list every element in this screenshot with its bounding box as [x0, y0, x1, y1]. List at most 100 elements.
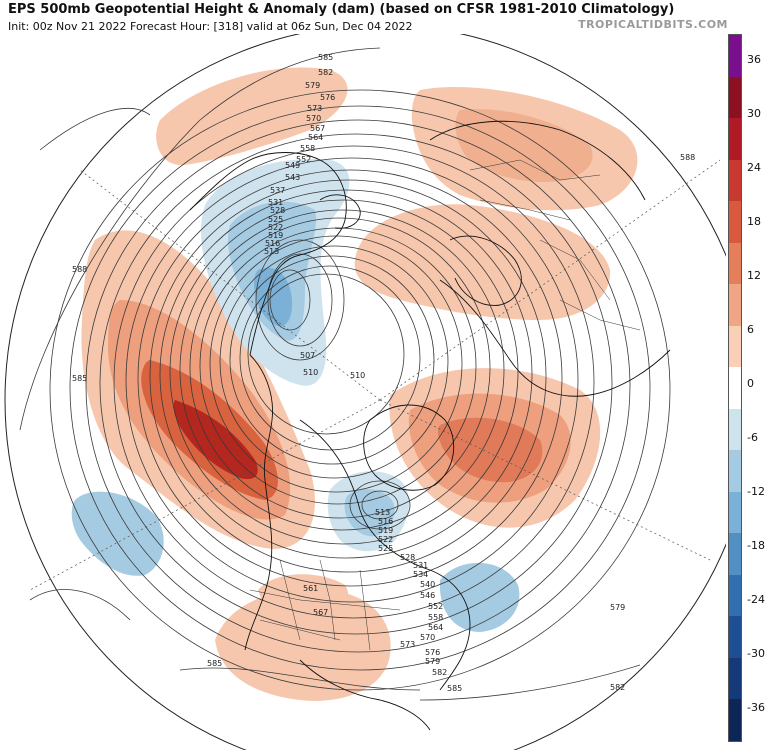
contour-label: 579	[610, 603, 625, 612]
coastline-europe	[439, 279, 671, 397]
coastline-asia	[189, 152, 347, 356]
contour-label: 552	[296, 155, 311, 164]
map-subtitle: Init: 00z Nov 21 2022 Forecast Hour: [31…	[8, 20, 413, 33]
colorbar-label: -36	[747, 701, 765, 714]
coastline-greenland	[363, 404, 455, 491]
contour-label: 564	[308, 133, 323, 142]
colorbar-segment	[729, 35, 741, 78]
colorbar-label: -12	[747, 485, 765, 498]
contour-label: 519	[268, 231, 283, 240]
contour-label: 510	[350, 371, 365, 380]
coastline-north-america	[299, 419, 471, 691]
positive-anomaly-eurasia	[354, 204, 611, 320]
contour-label: 582	[432, 668, 447, 677]
contour-label: 588	[680, 153, 695, 162]
contour-label: 576	[425, 648, 440, 657]
negative-anomaly-pacific	[71, 491, 164, 576]
colorbar-label: -24	[747, 593, 765, 606]
latitude-grid	[29, 159, 721, 591]
contour-label: 579	[425, 657, 440, 666]
map-title: EPS 500mb Geopotential Height & Anomaly …	[8, 2, 675, 17]
contour-label: 552	[428, 602, 443, 611]
contour-label: 585	[72, 374, 87, 383]
colorbar-label: 24	[747, 161, 761, 174]
polar-map: 5855825795765735705675645585525495435375…	[4, 34, 726, 750]
contour-label: 516	[378, 517, 393, 526]
colorbar-label: 30	[747, 107, 761, 120]
coastline-alaska	[244, 354, 273, 651]
colorbar-segment	[729, 616, 741, 659]
contour-label: 585	[318, 53, 333, 62]
colorbar-segment	[729, 159, 741, 202]
contour-label: 531	[413, 561, 428, 570]
contour-label: 528	[270, 206, 285, 215]
contour-label: 513	[375, 508, 390, 517]
brand-watermark: TROPICALTIDBITS.COM	[578, 18, 728, 31]
colorbar-label: 0	[747, 377, 754, 390]
contour-label: 570	[420, 633, 435, 642]
coastline-scandinavia	[449, 235, 522, 306]
contour-label: 522	[378, 535, 393, 544]
contour-label: 561	[303, 584, 318, 593]
contour-label: 579	[305, 81, 320, 90]
coastline-mexico	[299, 659, 431, 731]
colorbar-segment	[729, 699, 741, 742]
contour-label: 570	[306, 114, 321, 123]
contour-label: 522	[268, 223, 283, 232]
projection-boundary	[4, 34, 726, 750]
contour-label: 567	[310, 124, 325, 133]
colorbar-segment	[729, 76, 741, 119]
contour-label: 573	[400, 640, 415, 649]
contour-labels: 5855825795765735705675645585525495435375…	[72, 53, 695, 693]
political-borders	[249, 159, 641, 651]
coastline-russia	[429, 120, 646, 201]
contour-label: 507	[300, 351, 315, 360]
colorbar-label: 12	[747, 269, 761, 282]
colorbar-segment	[729, 408, 741, 451]
contour-label: 582	[318, 68, 333, 77]
contour-label: 549	[285, 161, 300, 170]
colorbar-label: 18	[747, 215, 761, 228]
height-contours	[19, 47, 671, 701]
colorbar-segment	[729, 657, 741, 700]
positive-anomaly-us	[215, 589, 391, 701]
contour-label: 582	[610, 683, 625, 692]
contour-label: 516	[265, 239, 280, 248]
colorbar-label: 36	[747, 53, 761, 66]
contour-label: 537	[270, 186, 285, 195]
contour-label: 540	[420, 580, 435, 589]
colorbar-segment	[729, 450, 741, 493]
colorbar-label: -18	[747, 539, 765, 552]
contour-label: 564	[428, 623, 443, 632]
contour-label: 588	[72, 265, 87, 274]
anomaly-shading	[71, 67, 638, 701]
contour-label: 531	[268, 198, 283, 207]
coastlines	[189, 120, 671, 731]
colorbar-segment	[729, 118, 741, 161]
contour-label: 513	[264, 247, 279, 256]
contour-label: 546	[420, 591, 435, 600]
colorbar-segment	[729, 284, 741, 327]
contour-label: 585	[207, 659, 222, 668]
contour-label: 525	[378, 544, 393, 553]
colorbar-segment	[729, 491, 741, 534]
colorbar-label: -30	[747, 647, 765, 660]
colorbar-label: 6	[747, 323, 754, 336]
contour-label: 525	[268, 215, 283, 224]
contour-label: 558	[428, 613, 443, 622]
negative-anomaly-atlantic	[439, 562, 520, 632]
contour-label: 573	[307, 104, 322, 113]
contour-label: 519	[378, 526, 393, 535]
contour-label: 558	[300, 144, 315, 153]
contour-label: 534	[413, 570, 428, 579]
contour-label: 585	[447, 684, 462, 693]
coastline-arctic-islands	[319, 194, 361, 229]
contour-label: 567	[313, 608, 328, 617]
contour-label: 576	[320, 93, 335, 102]
colorbar-segment	[729, 242, 741, 285]
anomaly-colorbar	[728, 34, 742, 742]
contour-label: 528	[400, 553, 415, 562]
colorbar-segment	[729, 574, 741, 617]
contour-label: 510	[303, 368, 318, 377]
colorbar-segment	[729, 201, 741, 244]
